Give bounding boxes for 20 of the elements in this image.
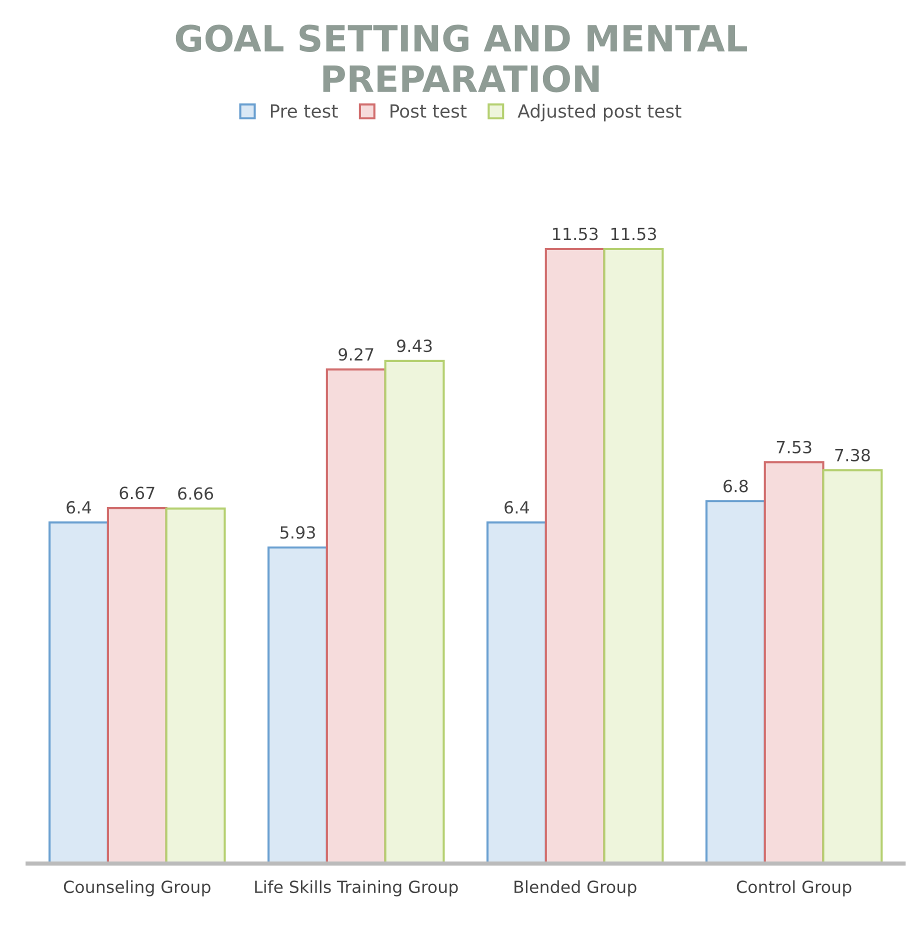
- legend-label: Adjusted post test: [518, 104, 682, 122]
- legend-label: Post test: [390, 104, 467, 118]
- data-label: 6.66: [178, 487, 214, 500]
- chart-title: GOAL SETTING AND MENTAL PREPARATION: [176, 24, 747, 92]
- x-tick-label: Life Skills Training Group: [255, 880, 458, 896]
- data-label: 9.43: [397, 340, 432, 352]
- data-label: 6.8: [724, 480, 748, 492]
- x-tick-label: Control Group: [736, 880, 852, 896]
- data-label: 6.4: [66, 501, 92, 514]
- data-label: 11.53: [611, 228, 656, 240]
- x-tick-label: Blended Group: [514, 880, 636, 896]
- data-label: 6.67: [120, 486, 154, 500]
- data-label: 7.53: [776, 440, 812, 454]
- data-label: 7.38: [835, 448, 870, 462]
- legend-label: Pre test: [270, 104, 338, 118]
- data-label: 5.93: [280, 526, 315, 539]
- data-label: 11.53: [553, 228, 598, 240]
- x-tick-label: Counseling Group: [64, 880, 210, 896]
- data-label: 6.4: [504, 501, 530, 514]
- data-label: 9.27: [338, 348, 374, 361]
